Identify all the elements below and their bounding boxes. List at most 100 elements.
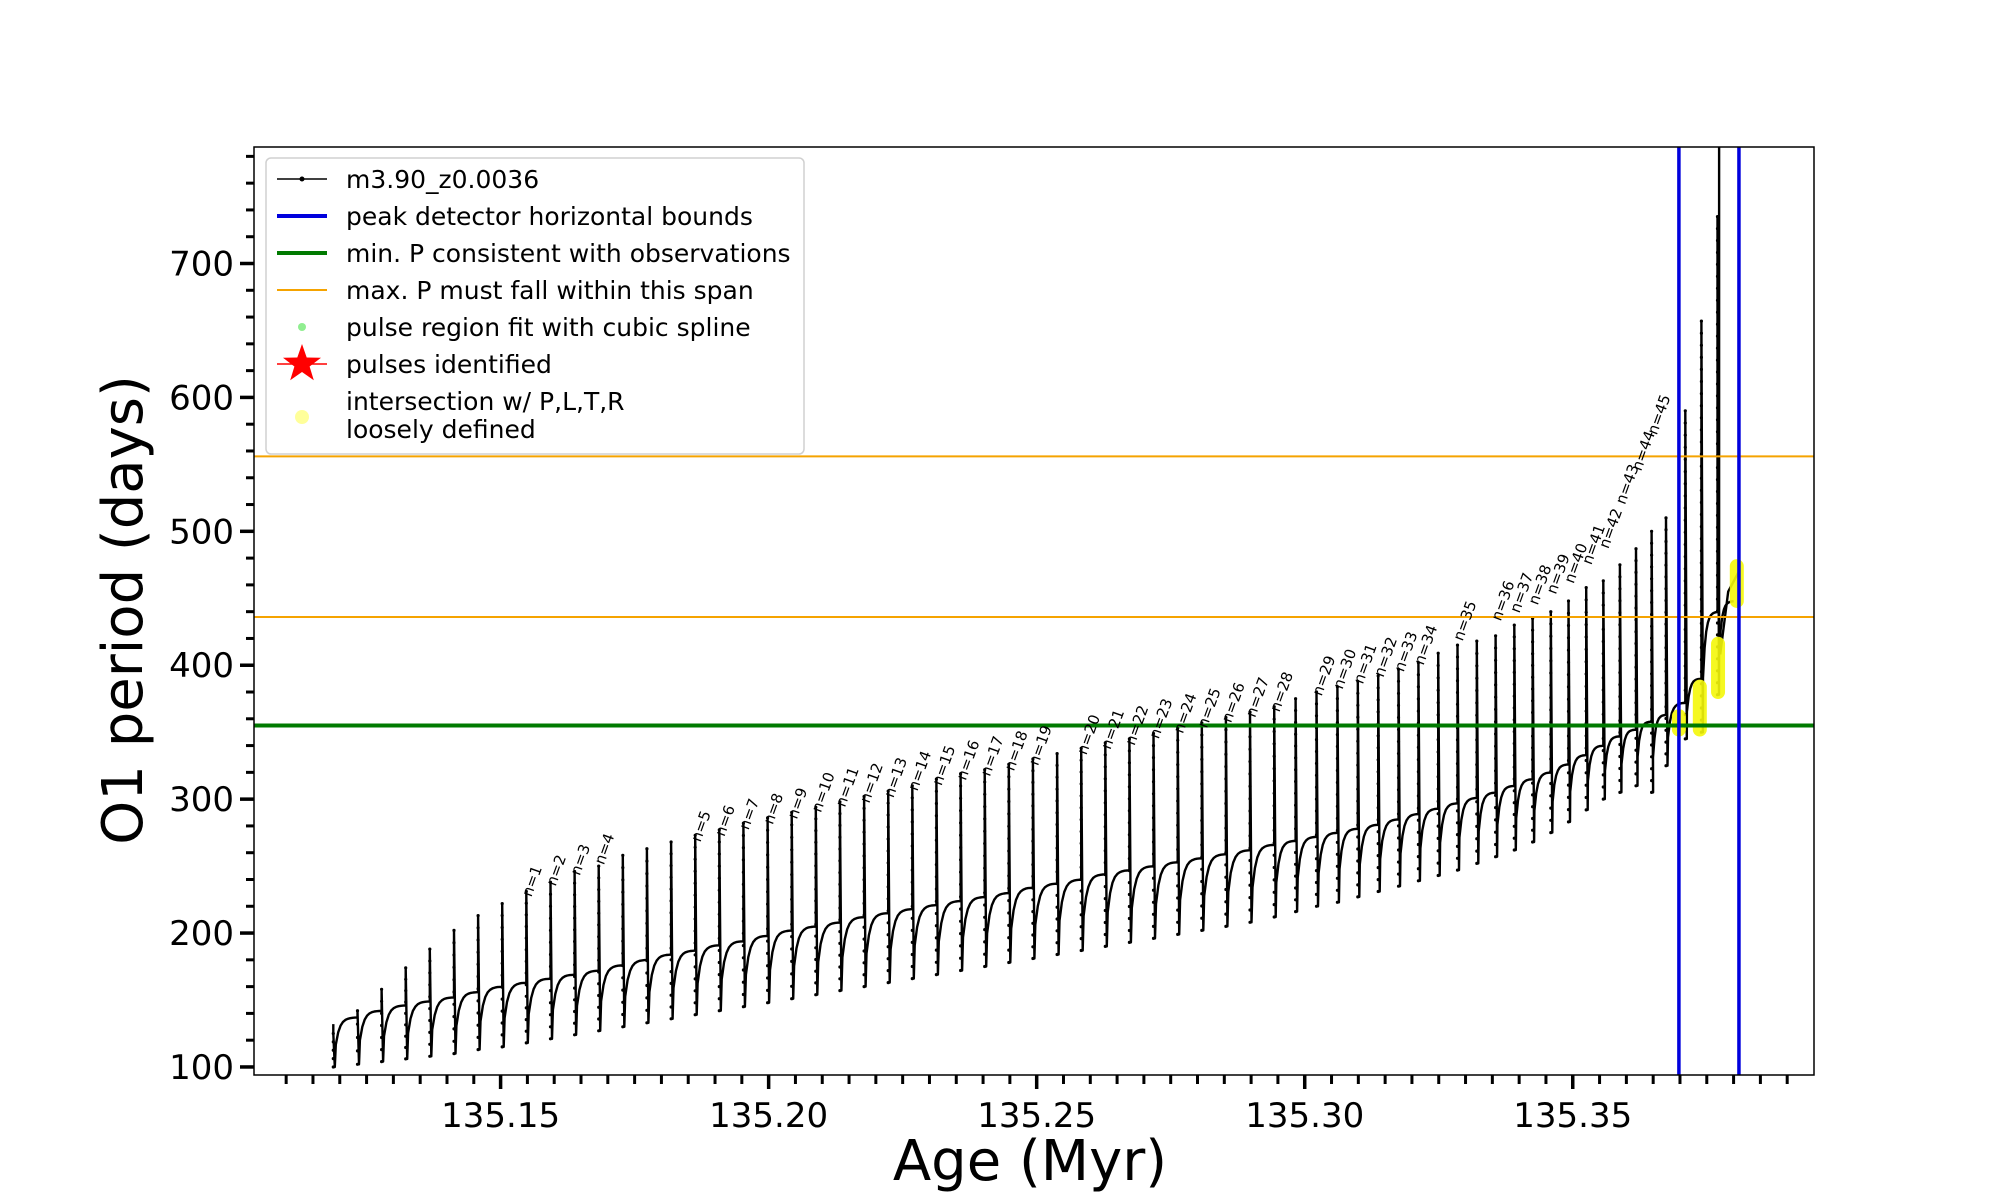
series-marker bbox=[1475, 651, 1479, 656]
series-marker bbox=[1683, 688, 1687, 692]
series-marker bbox=[1335, 744, 1339, 749]
series-marker bbox=[814, 864, 818, 868]
series-marker bbox=[1664, 716, 1668, 721]
pulse-label: n=26 bbox=[1218, 680, 1249, 725]
series-marker bbox=[645, 859, 649, 863]
series-marker bbox=[1356, 691, 1360, 695]
series-marker bbox=[500, 1033, 504, 1037]
series-marker bbox=[1566, 648, 1571, 652]
series-marker bbox=[693, 917, 697, 921]
series-marker bbox=[452, 941, 456, 945]
series-marker bbox=[1512, 718, 1516, 722]
series-marker bbox=[693, 881, 697, 885]
series-marker bbox=[814, 805, 818, 809]
series-marker bbox=[1103, 741, 1107, 745]
series-marker bbox=[1634, 772, 1638, 776]
series-marker bbox=[1494, 781, 1498, 785]
series-marker bbox=[1601, 664, 1605, 668]
series-marker bbox=[790, 823, 794, 827]
series-marker bbox=[669, 1005, 673, 1009]
series-marker bbox=[1224, 863, 1228, 867]
series-marker bbox=[1335, 876, 1339, 880]
series-marker bbox=[1618, 707, 1622, 711]
series-marker bbox=[621, 927, 625, 931]
series-marker bbox=[1272, 878, 1276, 882]
series-marker bbox=[548, 964, 553, 969]
series-marker bbox=[1699, 367, 1703, 371]
series-marker bbox=[934, 838, 939, 842]
series-marker bbox=[1512, 635, 1516, 639]
series-marker bbox=[1475, 701, 1479, 705]
series-marker bbox=[573, 998, 577, 1002]
series-marker bbox=[1151, 864, 1156, 868]
series-marker bbox=[380, 987, 384, 991]
series-marker bbox=[1650, 553, 1654, 557]
series-marker bbox=[1127, 845, 1131, 849]
series-marker bbox=[1494, 671, 1498, 675]
series-marker bbox=[1007, 849, 1011, 853]
series-marker bbox=[1176, 763, 1180, 767]
series-marker bbox=[1314, 738, 1319, 742]
y-tick-label: 400 bbox=[169, 646, 234, 686]
series-marker bbox=[838, 847, 842, 851]
series-marker bbox=[597, 923, 601, 927]
series-marker bbox=[741, 821, 746, 825]
series-marker bbox=[1494, 744, 1498, 748]
series-marker bbox=[1335, 900, 1339, 904]
series-marker bbox=[959, 858, 963, 862]
series-marker bbox=[1618, 611, 1622, 615]
series-marker bbox=[717, 888, 721, 892]
series-marker bbox=[1103, 944, 1107, 949]
series-marker bbox=[1079, 841, 1083, 846]
series-marker bbox=[404, 1045, 408, 1050]
series-marker bbox=[1294, 697, 1298, 701]
series-marker bbox=[669, 922, 673, 927]
series-marker bbox=[1376, 794, 1380, 798]
series-marker bbox=[428, 1018, 432, 1023]
series-marker bbox=[766, 964, 770, 968]
series-marker bbox=[1683, 445, 1687, 449]
series-marker bbox=[1455, 785, 1460, 789]
series-marker bbox=[1248, 883, 1252, 887]
series-marker bbox=[573, 974, 577, 979]
series-marker bbox=[500, 937, 504, 942]
series-marker bbox=[1314, 797, 1319, 801]
series-marker bbox=[1055, 858, 1059, 862]
series-marker bbox=[886, 981, 890, 985]
series-marker bbox=[1055, 799, 1059, 803]
series-marker bbox=[573, 963, 577, 967]
series-marker bbox=[1376, 674, 1380, 678]
series-marker bbox=[1007, 799, 1011, 804]
series-marker bbox=[1396, 679, 1401, 683]
series-marker bbox=[838, 953, 842, 957]
series-marker bbox=[1224, 900, 1228, 904]
series-marker bbox=[1272, 841, 1276, 845]
series-marker bbox=[1396, 715, 1401, 720]
series-marker bbox=[669, 875, 673, 879]
series-marker bbox=[1436, 812, 1440, 816]
series-marker bbox=[910, 964, 914, 969]
series-marker bbox=[1294, 839, 1298, 843]
series-marker bbox=[1549, 806, 1553, 810]
pulse-label: n=6 bbox=[711, 803, 739, 839]
series-marker bbox=[1664, 693, 1668, 697]
series-marker bbox=[1007, 775, 1011, 779]
series-marker bbox=[862, 854, 866, 858]
series-marker bbox=[1376, 758, 1380, 762]
series-marker bbox=[1151, 804, 1156, 808]
series-marker bbox=[983, 780, 987, 784]
series-marker bbox=[1055, 917, 1059, 921]
series-marker bbox=[476, 1048, 480, 1052]
series-marker bbox=[1699, 488, 1703, 492]
series-marker bbox=[1007, 948, 1011, 952]
series-marker bbox=[1664, 563, 1668, 567]
series-marker bbox=[1531, 816, 1535, 821]
series-marker bbox=[983, 878, 987, 883]
series-marker bbox=[1103, 908, 1107, 913]
series-marker bbox=[959, 919, 963, 923]
series-marker bbox=[910, 904, 914, 908]
series-marker bbox=[1683, 470, 1687, 474]
series-marker bbox=[1455, 667, 1460, 671]
legend-entry: pulse region fit with cubic spline bbox=[298, 313, 751, 342]
series-marker bbox=[476, 938, 480, 942]
